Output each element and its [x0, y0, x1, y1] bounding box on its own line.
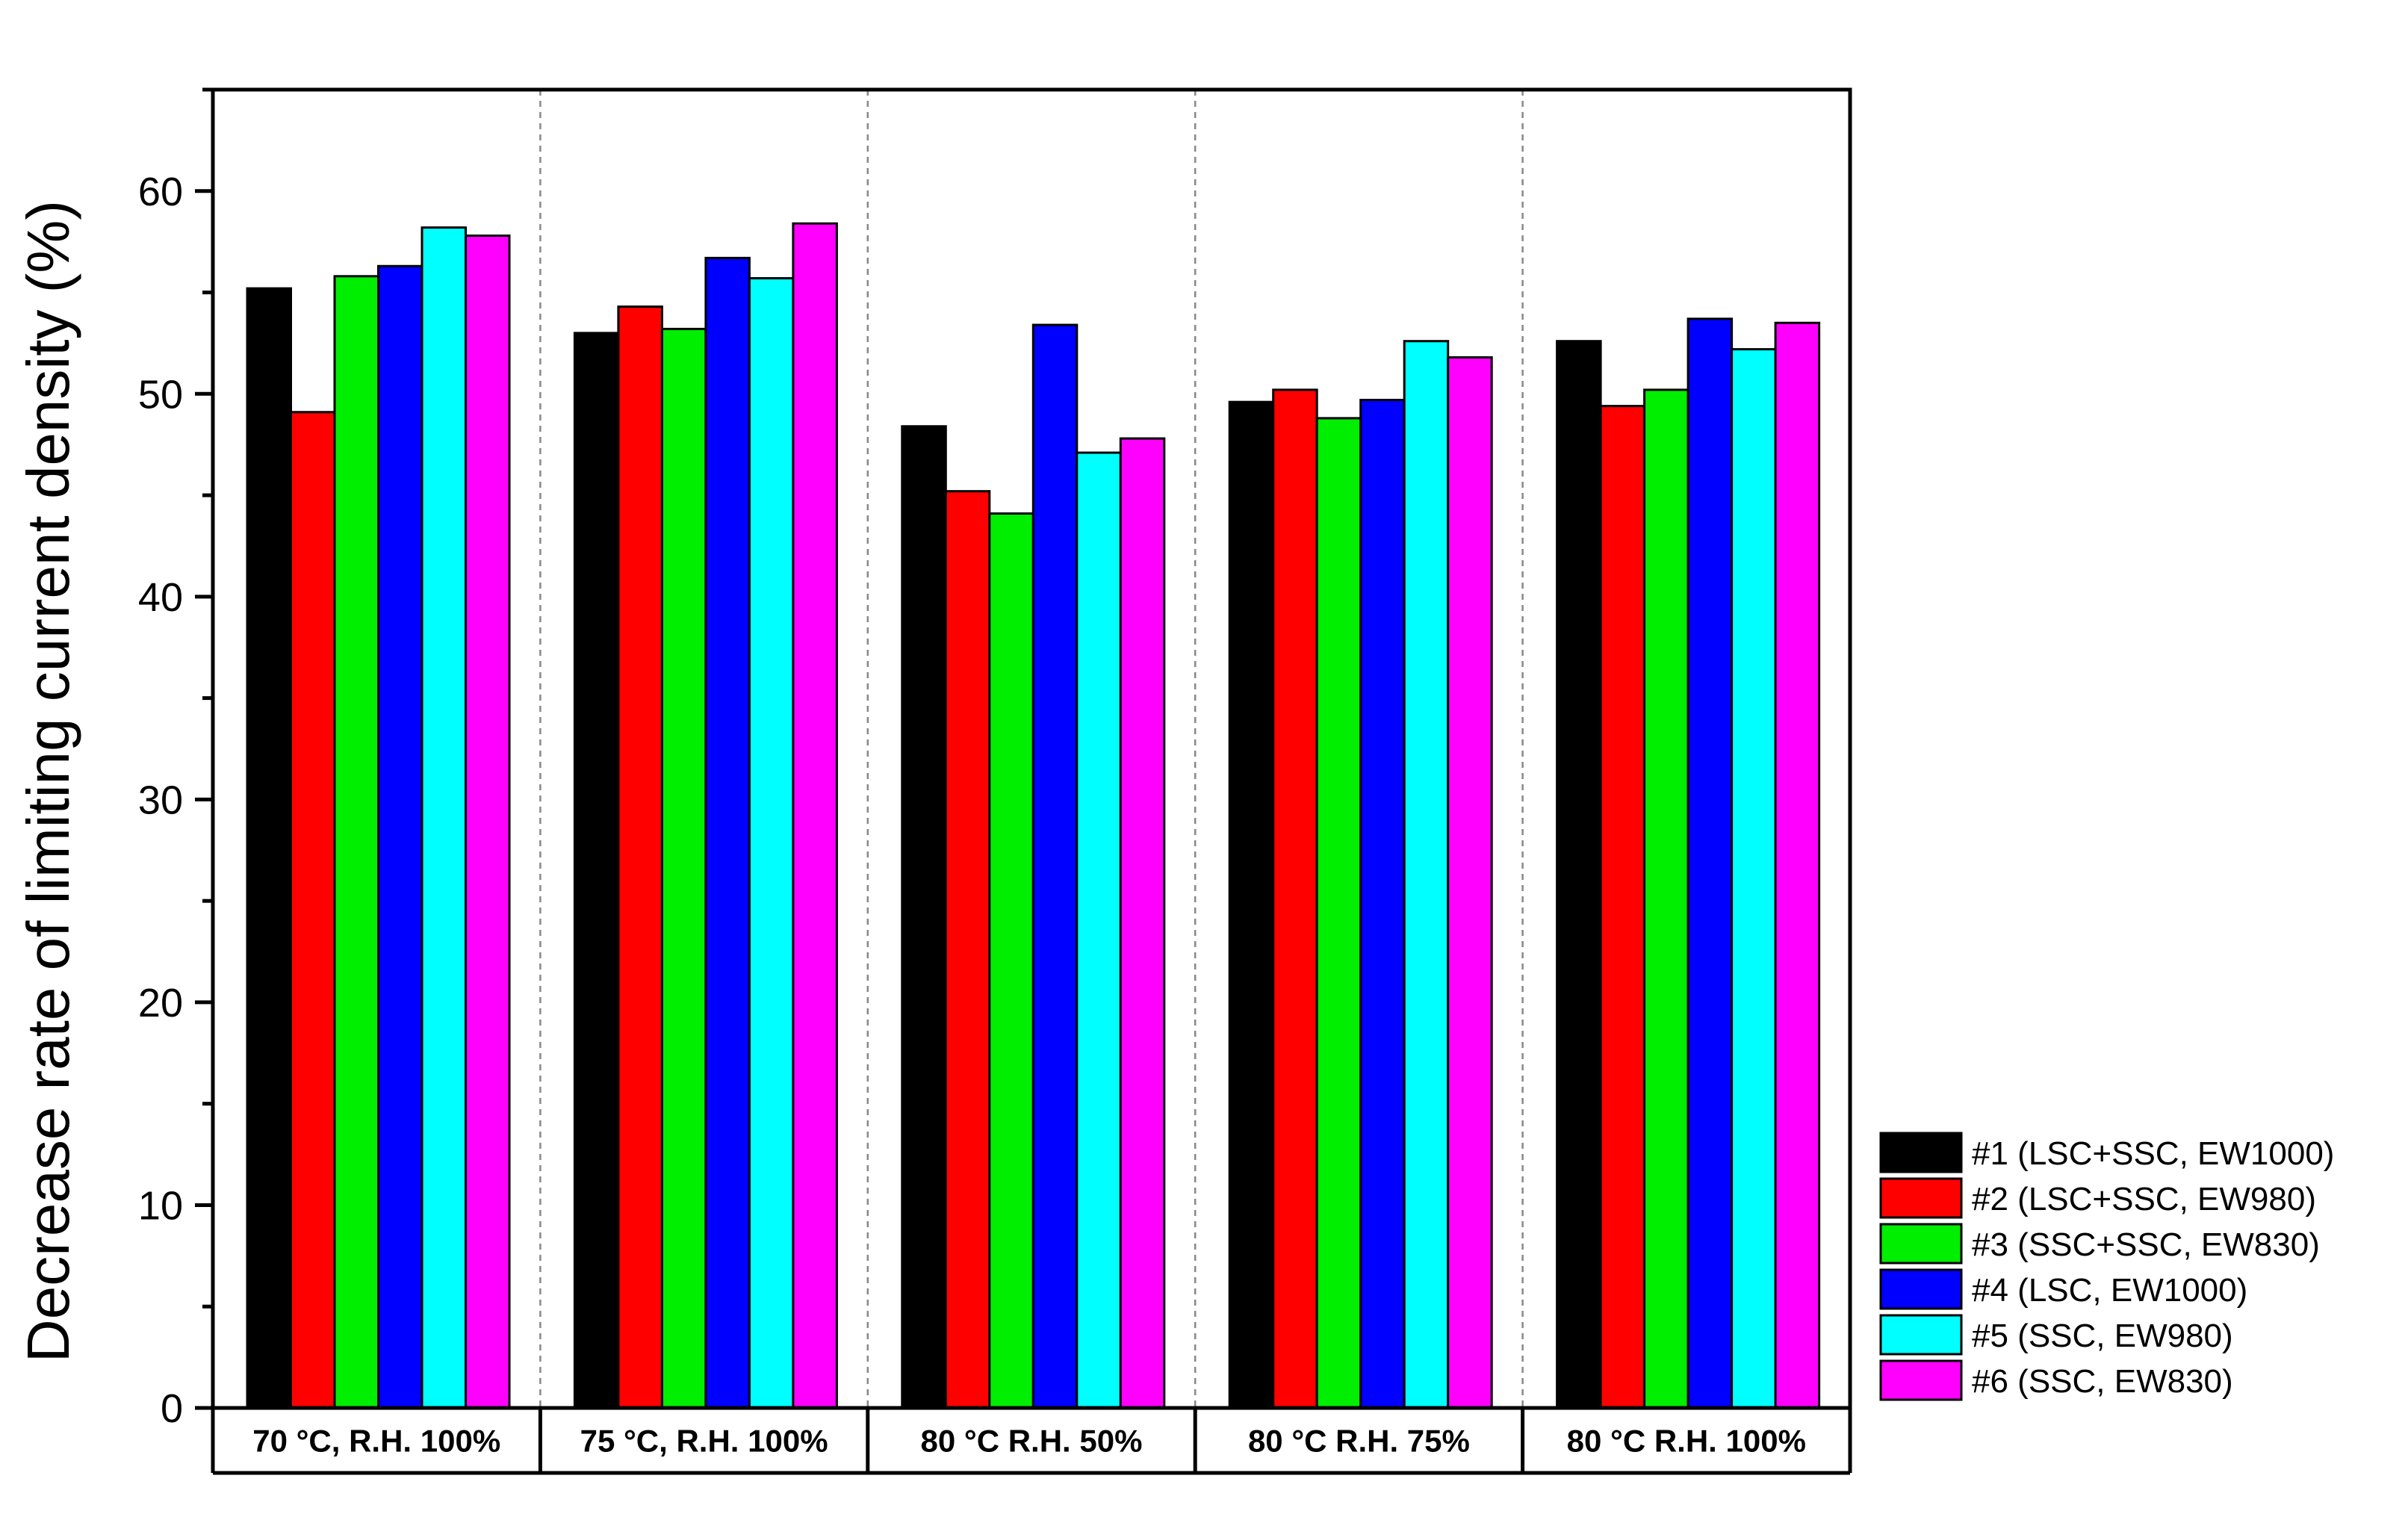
bar [290, 411, 336, 1409]
category-label: 70 °C, R.H. 100% [252, 1424, 500, 1459]
axes [211, 87, 1852, 1475]
category-label: 80 °C R.H. 100% [1567, 1424, 1806, 1459]
bar [573, 332, 620, 1409]
legend-label: #5 (SSC, EW980) [1972, 1318, 2233, 1354]
bar [988, 512, 1034, 1409]
bar [465, 235, 511, 1409]
y-tick-label: 60 [138, 170, 183, 214]
y-tick-label: 50 [138, 372, 183, 417]
legend-swatch [1879, 1314, 1963, 1356]
bar [1228, 400, 1275, 1409]
y-tick-label: 40 [138, 575, 183, 620]
category-label: 75 °C, R.H. 100% [580, 1424, 828, 1459]
bars [246, 222, 1821, 1409]
bar [1359, 398, 1406, 1409]
category-label: 80 °C R.H. 75% [1248, 1424, 1470, 1459]
bar [660, 327, 707, 1409]
category-labels: 70 °C, R.H. 100% 75 °C, R.H. 100% 80 °C R.… [252, 1424, 1806, 1459]
bar [1315, 417, 1362, 1409]
bar [421, 226, 467, 1409]
legend-label: #2 (LSC+SSC, EW980) [1972, 1181, 2316, 1217]
y-tick-label: 0 [161, 1386, 183, 1431]
legend-swatch [1879, 1132, 1963, 1173]
legend-swatch [1879, 1359, 1963, 1401]
bar [1774, 321, 1821, 1409]
bar [901, 425, 947, 1409]
legend-swatch [1879, 1268, 1963, 1310]
bar [1031, 323, 1079, 1409]
legend-label: #1 (LSC+SSC, EW1000) [1972, 1135, 2334, 1172]
bar [704, 256, 751, 1409]
bar [1599, 405, 1646, 1409]
bar [1731, 348, 1777, 1409]
bar [1119, 437, 1166, 1409]
bar [748, 277, 795, 1409]
y-axis-label: Decrease rate of limiting current densit… [15, 200, 81, 1362]
category-label: 80 °C R.H. 50% [921, 1424, 1143, 1459]
legend-label: #3 (SSC+SSC, EW830) [1972, 1226, 2320, 1263]
y-tick-label: 10 [138, 1183, 183, 1228]
plot-frame [211, 87, 1852, 1410]
legend-swatch [1879, 1223, 1963, 1265]
bar [1556, 340, 1602, 1409]
bar [1076, 451, 1122, 1409]
bar [333, 275, 379, 1409]
bar [1686, 317, 1734, 1409]
bar [1447, 356, 1493, 1409]
y-tick-label: 30 [138, 778, 183, 822]
bar [246, 287, 292, 1409]
bar [1403, 340, 1450, 1409]
bar [1272, 388, 1318, 1409]
bar [792, 222, 838, 1409]
bar [944, 490, 991, 1409]
bar [617, 305, 663, 1409]
legend-swatch [1879, 1177, 1963, 1219]
category-separators [538, 90, 1525, 1473]
y-ticks: 0 10 20 30 40 50 60 [138, 87, 213, 1431]
legend-label: #4 (LSC, EW1000) [1972, 1272, 2247, 1309]
bar [1643, 388, 1689, 1409]
legend-label: #6 (SSC, EW830) [1972, 1363, 2233, 1400]
y-tick-label: 20 [138, 981, 183, 1026]
legend: #1 (LSC+SSC, EW1000) #2 (LSC+SSC, EW980) #… [1879, 1132, 2334, 1401]
bar [377, 264, 423, 1409]
